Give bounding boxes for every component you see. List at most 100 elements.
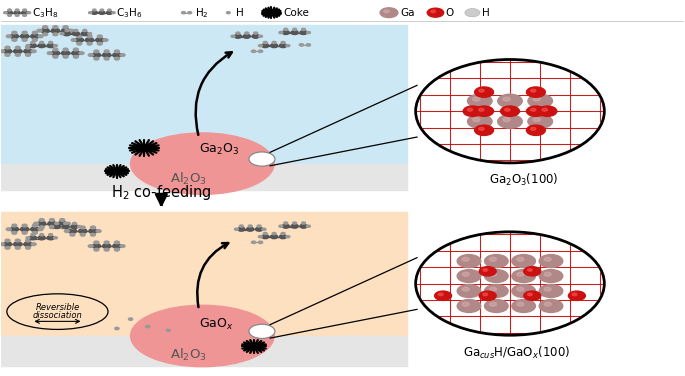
- Circle shape: [475, 125, 493, 135]
- Circle shape: [279, 225, 283, 227]
- Circle shape: [3, 49, 12, 53]
- Circle shape: [83, 29, 87, 32]
- Circle shape: [284, 28, 288, 30]
- Circle shape: [103, 244, 111, 248]
- Circle shape: [72, 51, 80, 55]
- Circle shape: [99, 11, 105, 14]
- Circle shape: [90, 233, 95, 236]
- Circle shape: [97, 35, 102, 38]
- Circle shape: [227, 12, 230, 14]
- Circle shape: [114, 50, 119, 53]
- Circle shape: [70, 226, 75, 229]
- Circle shape: [484, 300, 508, 312]
- Circle shape: [258, 241, 262, 244]
- Text: Al$_2$O$_3$: Al$_2$O$_3$: [171, 171, 207, 187]
- Circle shape: [63, 26, 68, 28]
- Circle shape: [79, 52, 84, 55]
- Text: dissociation: dissociation: [33, 311, 82, 320]
- Circle shape: [49, 218, 54, 221]
- Circle shape: [14, 11, 20, 14]
- Circle shape: [38, 228, 43, 230]
- Circle shape: [292, 28, 297, 30]
- Circle shape: [108, 9, 111, 11]
- Circle shape: [300, 224, 307, 228]
- Circle shape: [47, 52, 52, 55]
- Circle shape: [90, 226, 95, 229]
- Circle shape: [15, 46, 21, 49]
- Circle shape: [14, 242, 22, 246]
- Circle shape: [300, 30, 307, 35]
- Circle shape: [248, 225, 252, 227]
- Circle shape: [51, 51, 60, 55]
- Circle shape: [70, 233, 75, 236]
- Circle shape: [538, 106, 557, 117]
- Circle shape: [249, 152, 275, 166]
- Circle shape: [88, 245, 93, 247]
- Circle shape: [380, 8, 398, 18]
- Circle shape: [113, 169, 121, 173]
- Circle shape: [457, 300, 481, 312]
- Circle shape: [467, 108, 473, 111]
- Circle shape: [39, 226, 44, 229]
- Circle shape: [15, 9, 19, 11]
- Circle shape: [39, 218, 44, 221]
- Circle shape: [286, 236, 290, 238]
- Circle shape: [462, 272, 469, 276]
- Circle shape: [94, 50, 99, 53]
- Circle shape: [7, 11, 12, 14]
- Circle shape: [92, 9, 96, 11]
- Circle shape: [431, 10, 436, 13]
- Circle shape: [490, 272, 497, 276]
- Circle shape: [527, 293, 532, 296]
- Circle shape: [272, 41, 276, 44]
- Circle shape: [40, 233, 44, 236]
- Circle shape: [467, 115, 492, 128]
- Circle shape: [22, 11, 27, 14]
- Text: GaO$_x$: GaO$_x$: [199, 317, 234, 332]
- Circle shape: [490, 302, 497, 306]
- Circle shape: [47, 44, 54, 48]
- Circle shape: [22, 232, 27, 234]
- Circle shape: [262, 44, 269, 48]
- Circle shape: [263, 232, 267, 235]
- Circle shape: [114, 249, 119, 251]
- Text: Ga$_2$O$_3$(100): Ga$_2$O$_3$(100): [489, 172, 558, 188]
- Circle shape: [104, 57, 109, 60]
- Circle shape: [544, 302, 551, 306]
- Circle shape: [498, 94, 522, 108]
- Circle shape: [542, 108, 547, 111]
- Circle shape: [80, 233, 85, 236]
- Circle shape: [292, 222, 297, 224]
- Circle shape: [528, 94, 553, 108]
- Circle shape: [53, 224, 60, 229]
- Circle shape: [129, 318, 133, 320]
- Circle shape: [544, 257, 551, 261]
- Circle shape: [32, 243, 36, 246]
- Circle shape: [475, 106, 493, 117]
- Circle shape: [37, 29, 42, 32]
- Circle shape: [92, 244, 101, 248]
- Circle shape: [38, 35, 43, 38]
- Circle shape: [26, 237, 30, 239]
- Circle shape: [120, 245, 125, 247]
- Circle shape: [271, 44, 277, 48]
- Circle shape: [49, 233, 53, 236]
- Circle shape: [77, 42, 82, 45]
- Circle shape: [53, 45, 58, 47]
- Circle shape: [457, 285, 481, 297]
- Circle shape: [49, 41, 53, 44]
- Text: H: H: [236, 8, 244, 18]
- Circle shape: [438, 293, 443, 296]
- Circle shape: [473, 118, 480, 121]
- Circle shape: [113, 53, 121, 57]
- Circle shape: [484, 255, 508, 267]
- Circle shape: [299, 44, 303, 46]
- Circle shape: [490, 287, 497, 291]
- Circle shape: [80, 226, 85, 229]
- Circle shape: [114, 57, 119, 60]
- Circle shape: [291, 224, 298, 228]
- Circle shape: [234, 228, 238, 230]
- Circle shape: [64, 230, 69, 232]
- Circle shape: [505, 108, 510, 111]
- Circle shape: [88, 33, 92, 35]
